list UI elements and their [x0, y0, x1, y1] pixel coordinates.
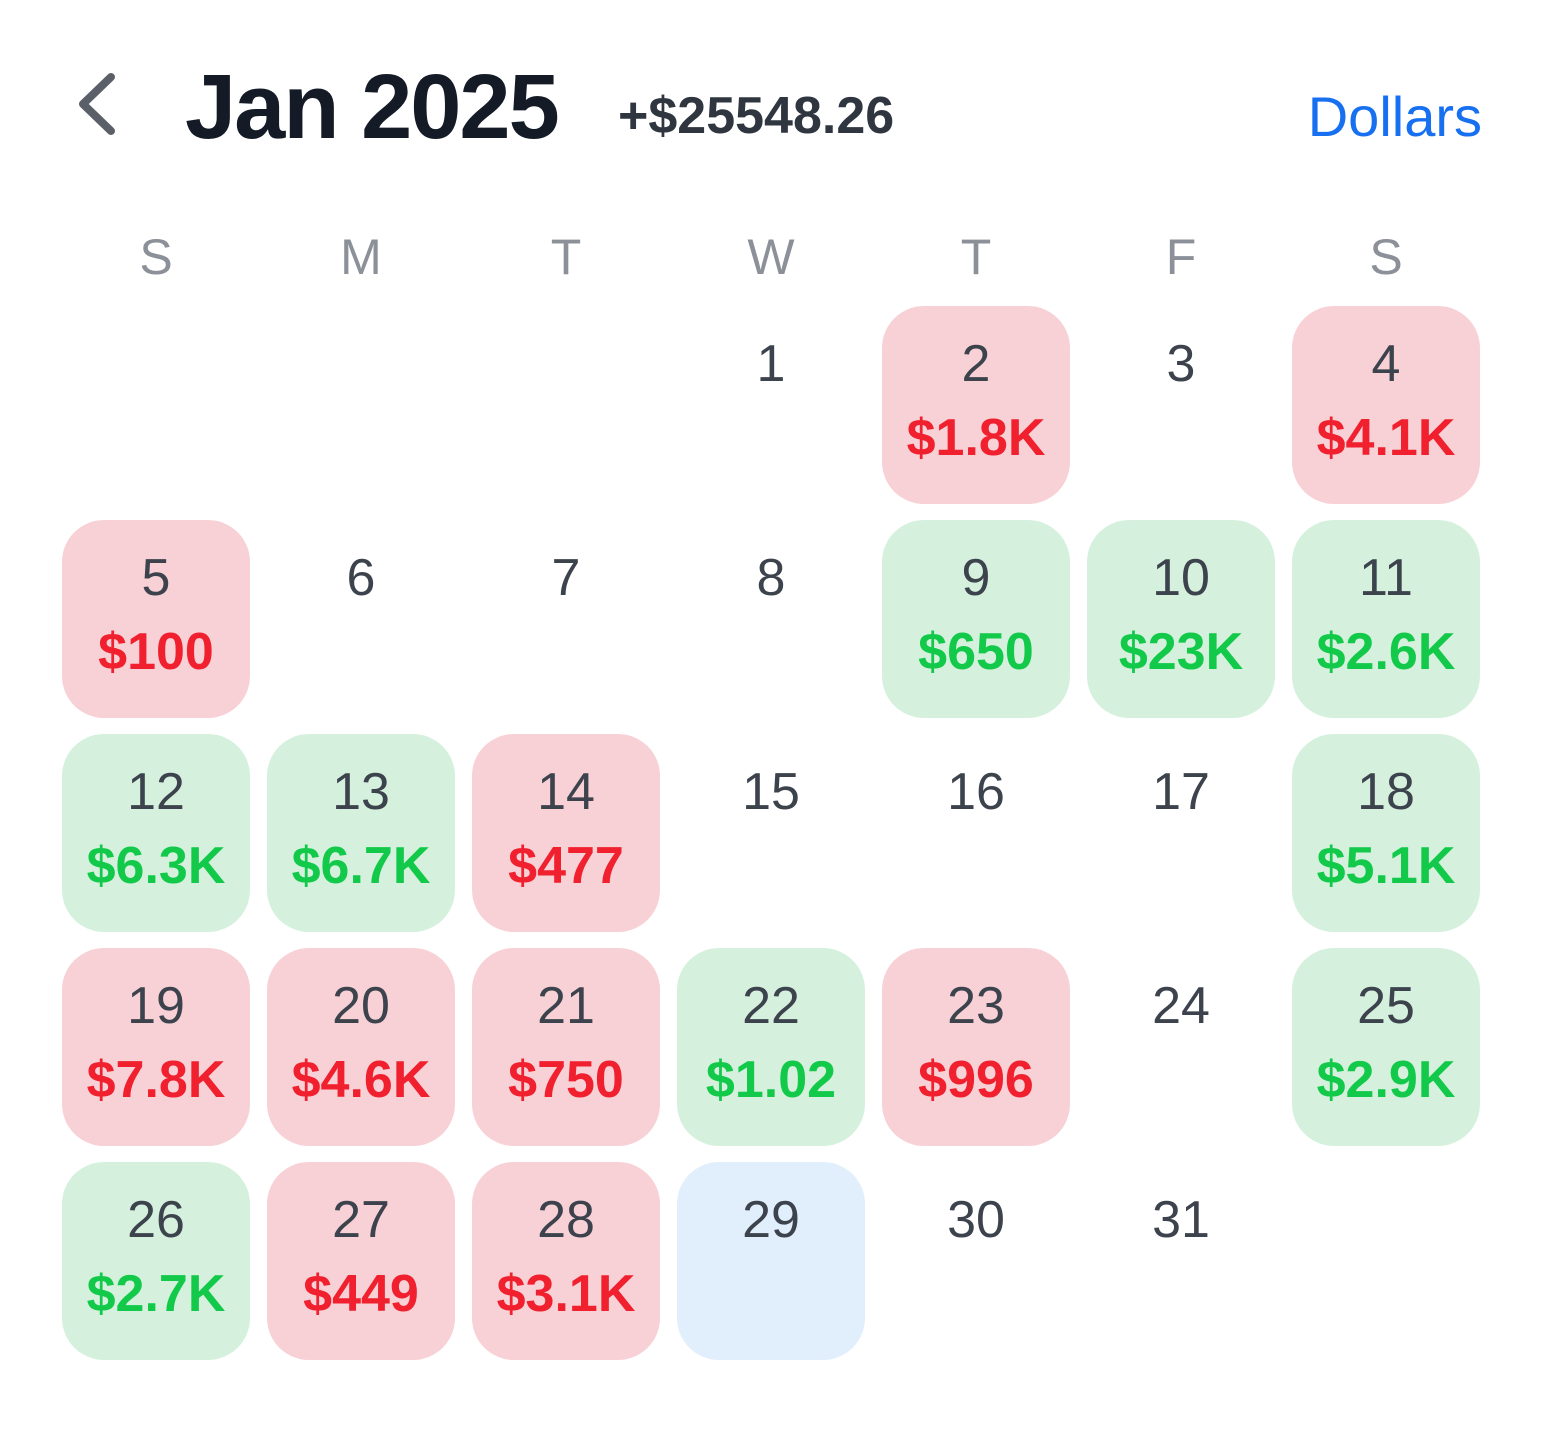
- day-cell[interactable]: 26 $2.7K: [62, 1162, 250, 1360]
- day-cell[interactable]: 14 $477: [472, 734, 660, 932]
- day-number: 21: [537, 977, 595, 1035]
- weekday-label: W: [747, 229, 795, 285]
- month-total: +$25548.26: [618, 87, 895, 145]
- day-cell[interactable]: 2 $1.8K: [882, 306, 1070, 504]
- day-number: 5: [141, 549, 171, 607]
- day-number: 29: [742, 1191, 800, 1249]
- day-cell[interactable]: 1: [677, 306, 865, 504]
- day-number: 19: [127, 977, 185, 1035]
- day-cell[interactable]: 23 $996: [882, 948, 1070, 1146]
- day-number: 3: [1166, 335, 1196, 393]
- calendar-header: Jan 2025 +$25548.26 Dollars: [0, 0, 1546, 200]
- day-pnl-value: $2.7K: [86, 1265, 226, 1323]
- day-cell[interactable]: 27 $449: [267, 1162, 455, 1360]
- day-pnl-value: $1.02: [705, 1051, 837, 1109]
- chevron-left-icon: [79, 73, 115, 135]
- back-button[interactable]: [62, 66, 132, 142]
- day-cell[interactable]: 24: [1087, 948, 1275, 1146]
- empty-day-cell: [472, 306, 660, 504]
- day-number: 10: [1152, 549, 1210, 607]
- weekday-label: F: [1165, 229, 1197, 285]
- day-pnl-value: $750: [508, 1051, 624, 1109]
- day-pnl-value: $5.1K: [1316, 837, 1456, 895]
- day-number: 9: [961, 549, 991, 607]
- day-number: 8: [756, 549, 786, 607]
- day-number: 27: [332, 1191, 390, 1249]
- day-pnl-value: $449: [303, 1265, 419, 1323]
- day-pnl-value: $6.7K: [291, 837, 431, 895]
- calendar-grid: 1 2 $1.8K 3 4 $4.1K 5 $100 6 7 8 9 $650 10 $23K 11 $2.6K…: [62, 306, 1484, 1360]
- day-number: 7: [551, 549, 581, 607]
- day-pnl-value: $100: [98, 623, 214, 681]
- day-number: 15: [742, 763, 800, 821]
- month-title: Jan 2025: [185, 56, 560, 158]
- day-cell[interactable]: 15: [677, 734, 865, 932]
- day-cell[interactable]: 25 $2.9K: [1292, 948, 1480, 1146]
- unit-toggle-button[interactable]: Dollars: [1307, 85, 1482, 148]
- weekday-label: S: [1369, 229, 1403, 285]
- day-number: 26: [127, 1191, 185, 1249]
- weekday-label: T: [550, 229, 582, 285]
- day-cell[interactable]: 28 $3.1K: [472, 1162, 660, 1360]
- day-cell[interactable]: 6: [267, 520, 455, 718]
- day-pnl-value: $996: [918, 1051, 1034, 1109]
- day-pnl-value: $23K: [1118, 623, 1244, 681]
- day-cell[interactable]: 31: [1087, 1162, 1275, 1360]
- day-number: 23: [947, 977, 1005, 1035]
- day-pnl-value: $650: [918, 623, 1034, 681]
- day-number: 20: [332, 977, 390, 1035]
- day-number: 13: [332, 763, 390, 821]
- day-cell[interactable]: 19 $7.8K: [62, 948, 250, 1146]
- day-number: 11: [1359, 549, 1413, 607]
- weekday-label: S: [139, 229, 173, 285]
- day-number: 24: [1152, 977, 1210, 1035]
- day-cell[interactable]: 21 $750: [472, 948, 660, 1146]
- day-number: 1: [756, 335, 786, 393]
- weekday-label: M: [340, 229, 382, 285]
- day-number: 30: [947, 1191, 1005, 1249]
- day-number: 12: [127, 763, 185, 821]
- day-cell[interactable]: 12 $6.3K: [62, 734, 250, 932]
- day-number: 25: [1357, 977, 1415, 1035]
- day-cell[interactable]: 7: [472, 520, 660, 718]
- day-cell-today[interactable]: 29: [677, 1162, 865, 1360]
- day-pnl-value: $2.6K: [1316, 623, 1456, 681]
- empty-day-cell: [62, 306, 250, 504]
- day-number: 16: [947, 763, 1005, 821]
- day-cell[interactable]: 20 $4.6K: [267, 948, 455, 1146]
- day-number: 22: [742, 977, 800, 1035]
- day-cell[interactable]: 4 $4.1K: [1292, 306, 1480, 504]
- day-cell[interactable]: 10 $23K: [1087, 520, 1275, 718]
- day-cell[interactable]: 8: [677, 520, 865, 718]
- day-number: 17: [1152, 763, 1210, 821]
- day-pnl-value: $477: [508, 837, 624, 895]
- day-cell[interactable]: 5 $100: [62, 520, 250, 718]
- day-number: 31: [1152, 1191, 1210, 1249]
- day-pnl-value: $4.1K: [1316, 409, 1456, 467]
- day-cell[interactable]: 17: [1087, 734, 1275, 932]
- day-pnl-value: $4.6K: [291, 1051, 431, 1109]
- day-cell[interactable]: 11 $2.6K: [1292, 520, 1480, 718]
- day-pnl-value: $1.8K: [906, 409, 1046, 467]
- weekday-label: T: [960, 229, 992, 285]
- day-number: 14: [537, 763, 595, 821]
- day-number: 2: [961, 335, 991, 393]
- day-cell[interactable]: 16: [882, 734, 1070, 932]
- day-cell[interactable]: 30: [882, 1162, 1070, 1360]
- day-pnl-value: $6.3K: [86, 837, 226, 895]
- day-pnl-value: $3.1K: [496, 1265, 636, 1323]
- day-number: 28: [537, 1191, 595, 1249]
- day-cell[interactable]: 22 $1.02: [677, 948, 865, 1146]
- day-number: 4: [1371, 335, 1401, 393]
- day-pnl-value: $7.8K: [86, 1051, 226, 1109]
- day-cell[interactable]: 9 $650: [882, 520, 1070, 718]
- day-number: 18: [1357, 763, 1415, 821]
- day-cell[interactable]: 3: [1087, 306, 1275, 504]
- empty-day-cell: [267, 306, 455, 504]
- day-cell[interactable]: 13 $6.7K: [267, 734, 455, 932]
- day-cell[interactable]: 18 $5.1K: [1292, 734, 1480, 932]
- day-number: 6: [346, 549, 376, 607]
- day-pnl-value: $2.9K: [1316, 1051, 1456, 1109]
